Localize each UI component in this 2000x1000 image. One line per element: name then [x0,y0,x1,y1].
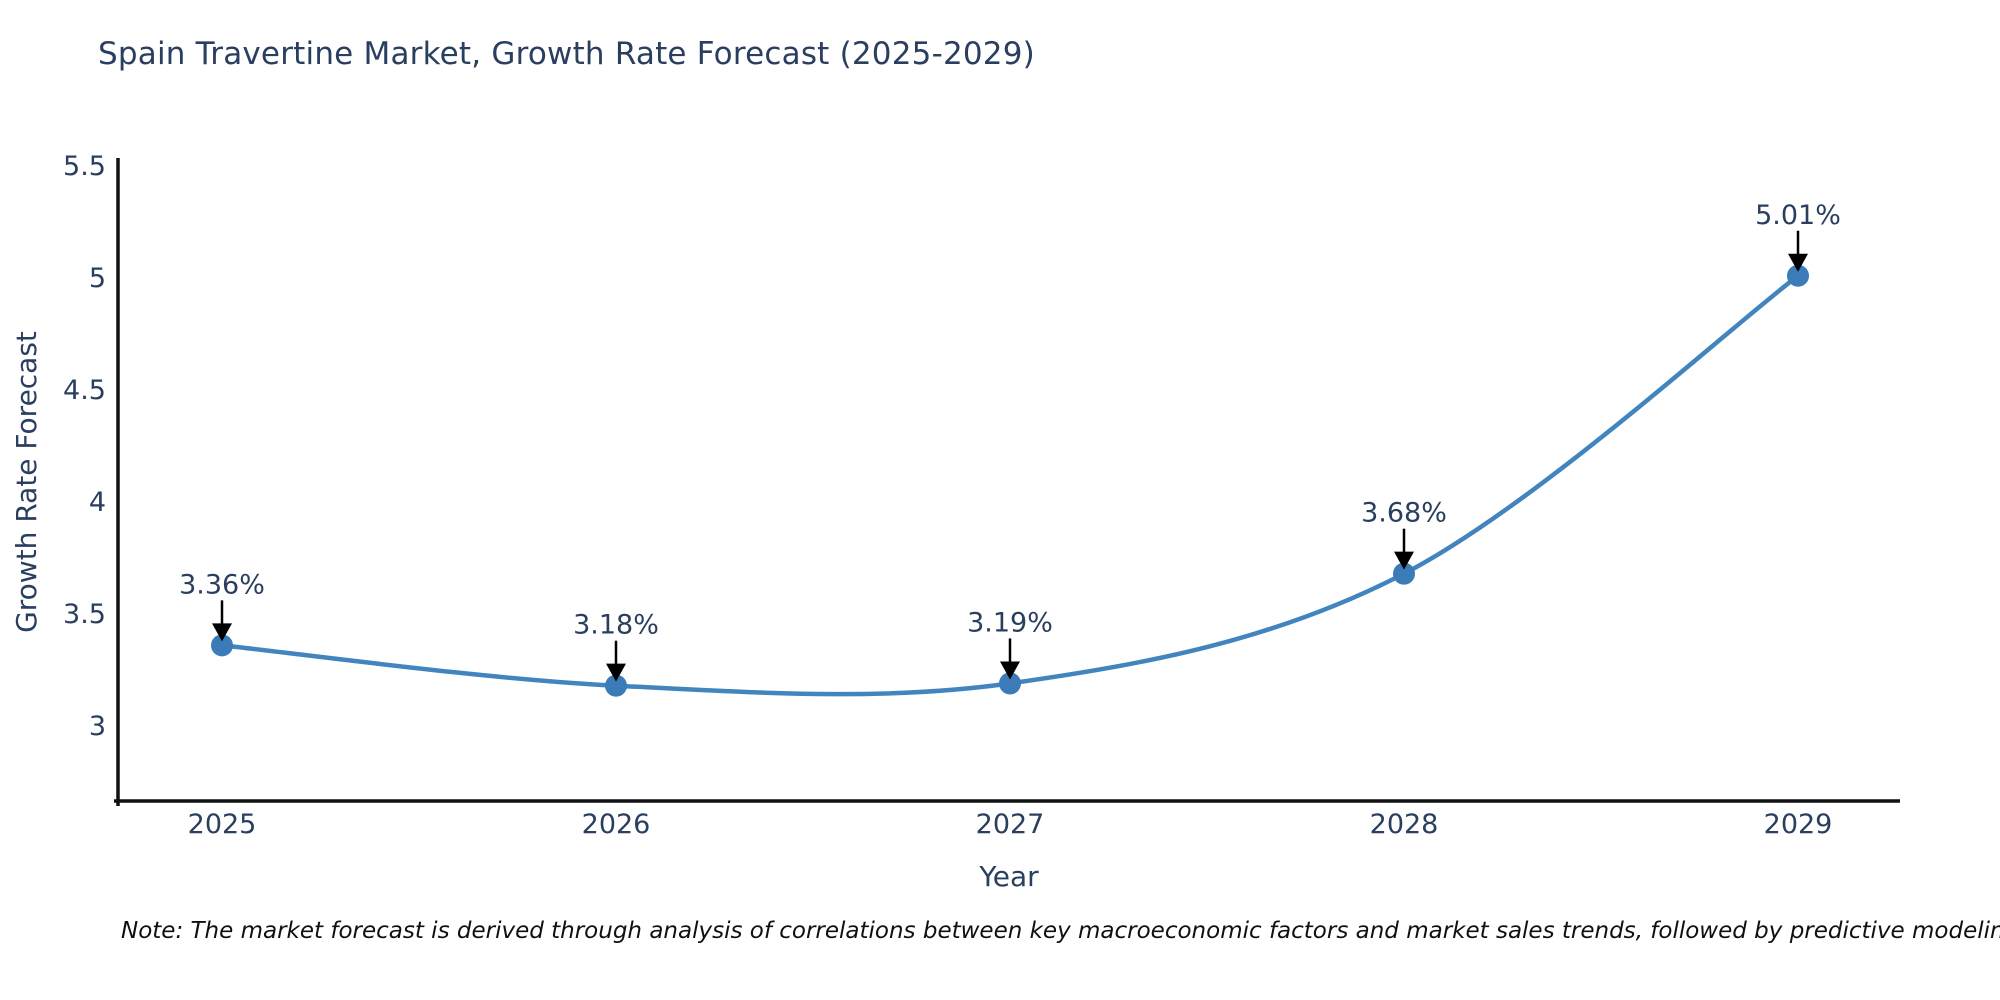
x-tick-label: 2025 [188,809,257,840]
x-tick-label: 2029 [1764,809,1833,840]
y-tick-label: 3 [89,711,106,742]
annotation-arrow-head [212,623,232,642]
data-point-2028 [1393,562,1415,585]
footnote: Note: The market forecast is derived thr… [121,918,2000,944]
annotation-arrow-head [1788,253,1808,272]
data-point-2025 [211,634,233,657]
y-tick-label: 4.5 [63,375,106,406]
y-tick-label: 3.5 [63,599,106,630]
x-axis-title: Year [978,860,1039,893]
annotation-arrow-head [1000,661,1020,680]
annotation-label: 5.01% [1755,200,1841,231]
y-tick-label: 4 [89,487,106,518]
annotation-label: 3.19% [967,607,1053,638]
annotation-arrow-head [1394,551,1414,570]
annotation-label: 3.68% [1361,498,1447,529]
annotation-label: 3.18% [573,610,659,641]
y-axis-title: Growth Rate Forecast [10,331,43,633]
x-tick-label: 2028 [1370,809,1439,840]
data-point-2026 [605,674,627,697]
data-point-2027 [999,672,1021,695]
chart-title: Spain Travertine Market, Growth Rate For… [98,36,1035,72]
y-tick-label: 5 [89,263,106,294]
growth-rate-line [219,273,1801,697]
data-point-2029 [1787,264,1809,287]
x-tick-label: 2027 [976,809,1045,840]
annotation-arrow-head [606,663,626,682]
annotation-label: 3.36% [179,569,265,600]
x-tick-label: 2026 [582,809,651,840]
y-tick-label: 5.5 [63,151,106,182]
